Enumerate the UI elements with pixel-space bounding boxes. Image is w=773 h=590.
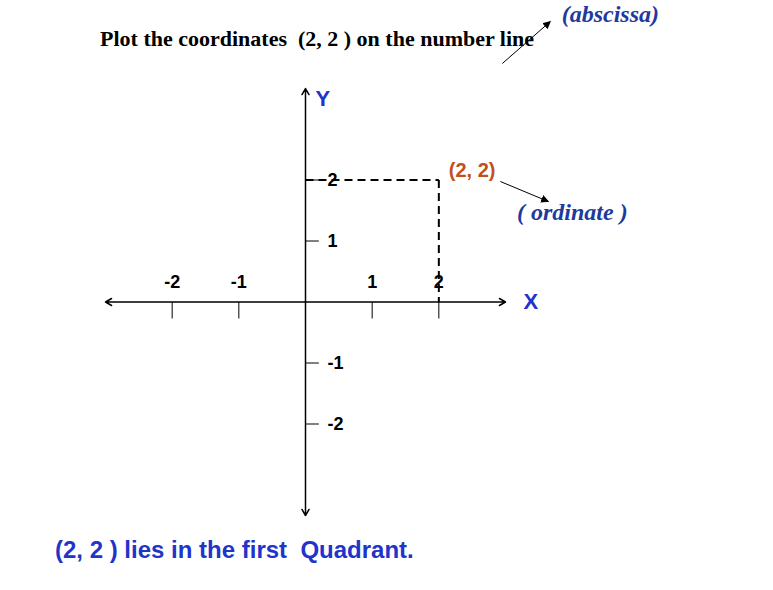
svg-text:-2: -2 bbox=[164, 272, 180, 292]
svg-text:X: X bbox=[524, 289, 539, 314]
html-text:Plot the coordinates (2, 2 ) o: Plot the coordinates (2, 2 ) on the numb… bbox=[100, 26, 535, 51]
html-text:(2, 2 ) lies in the first Quad: (2, 2 ) lies in the first Quadrant. bbox=[55, 536, 414, 563]
svg-text:1: 1 bbox=[367, 272, 377, 292]
svg-text:-1: -1 bbox=[231, 272, 247, 292]
svg-text:( ordinate ): ( ordinate ) bbox=[517, 199, 628, 225]
svg-text:Y: Y bbox=[316, 86, 331, 111]
svg-text:-1: -1 bbox=[328, 353, 344, 373]
svg-text:2: 2 bbox=[327, 169, 338, 190]
svg-text:-2: -2 bbox=[328, 414, 344, 434]
svg-text:(abscissa): (abscissa) bbox=[562, 1, 659, 27]
svg-text:(2, 2): (2, 2) bbox=[449, 159, 496, 181]
svg-text:2: 2 bbox=[433, 271, 444, 292]
svg-text:1: 1 bbox=[328, 231, 338, 251]
